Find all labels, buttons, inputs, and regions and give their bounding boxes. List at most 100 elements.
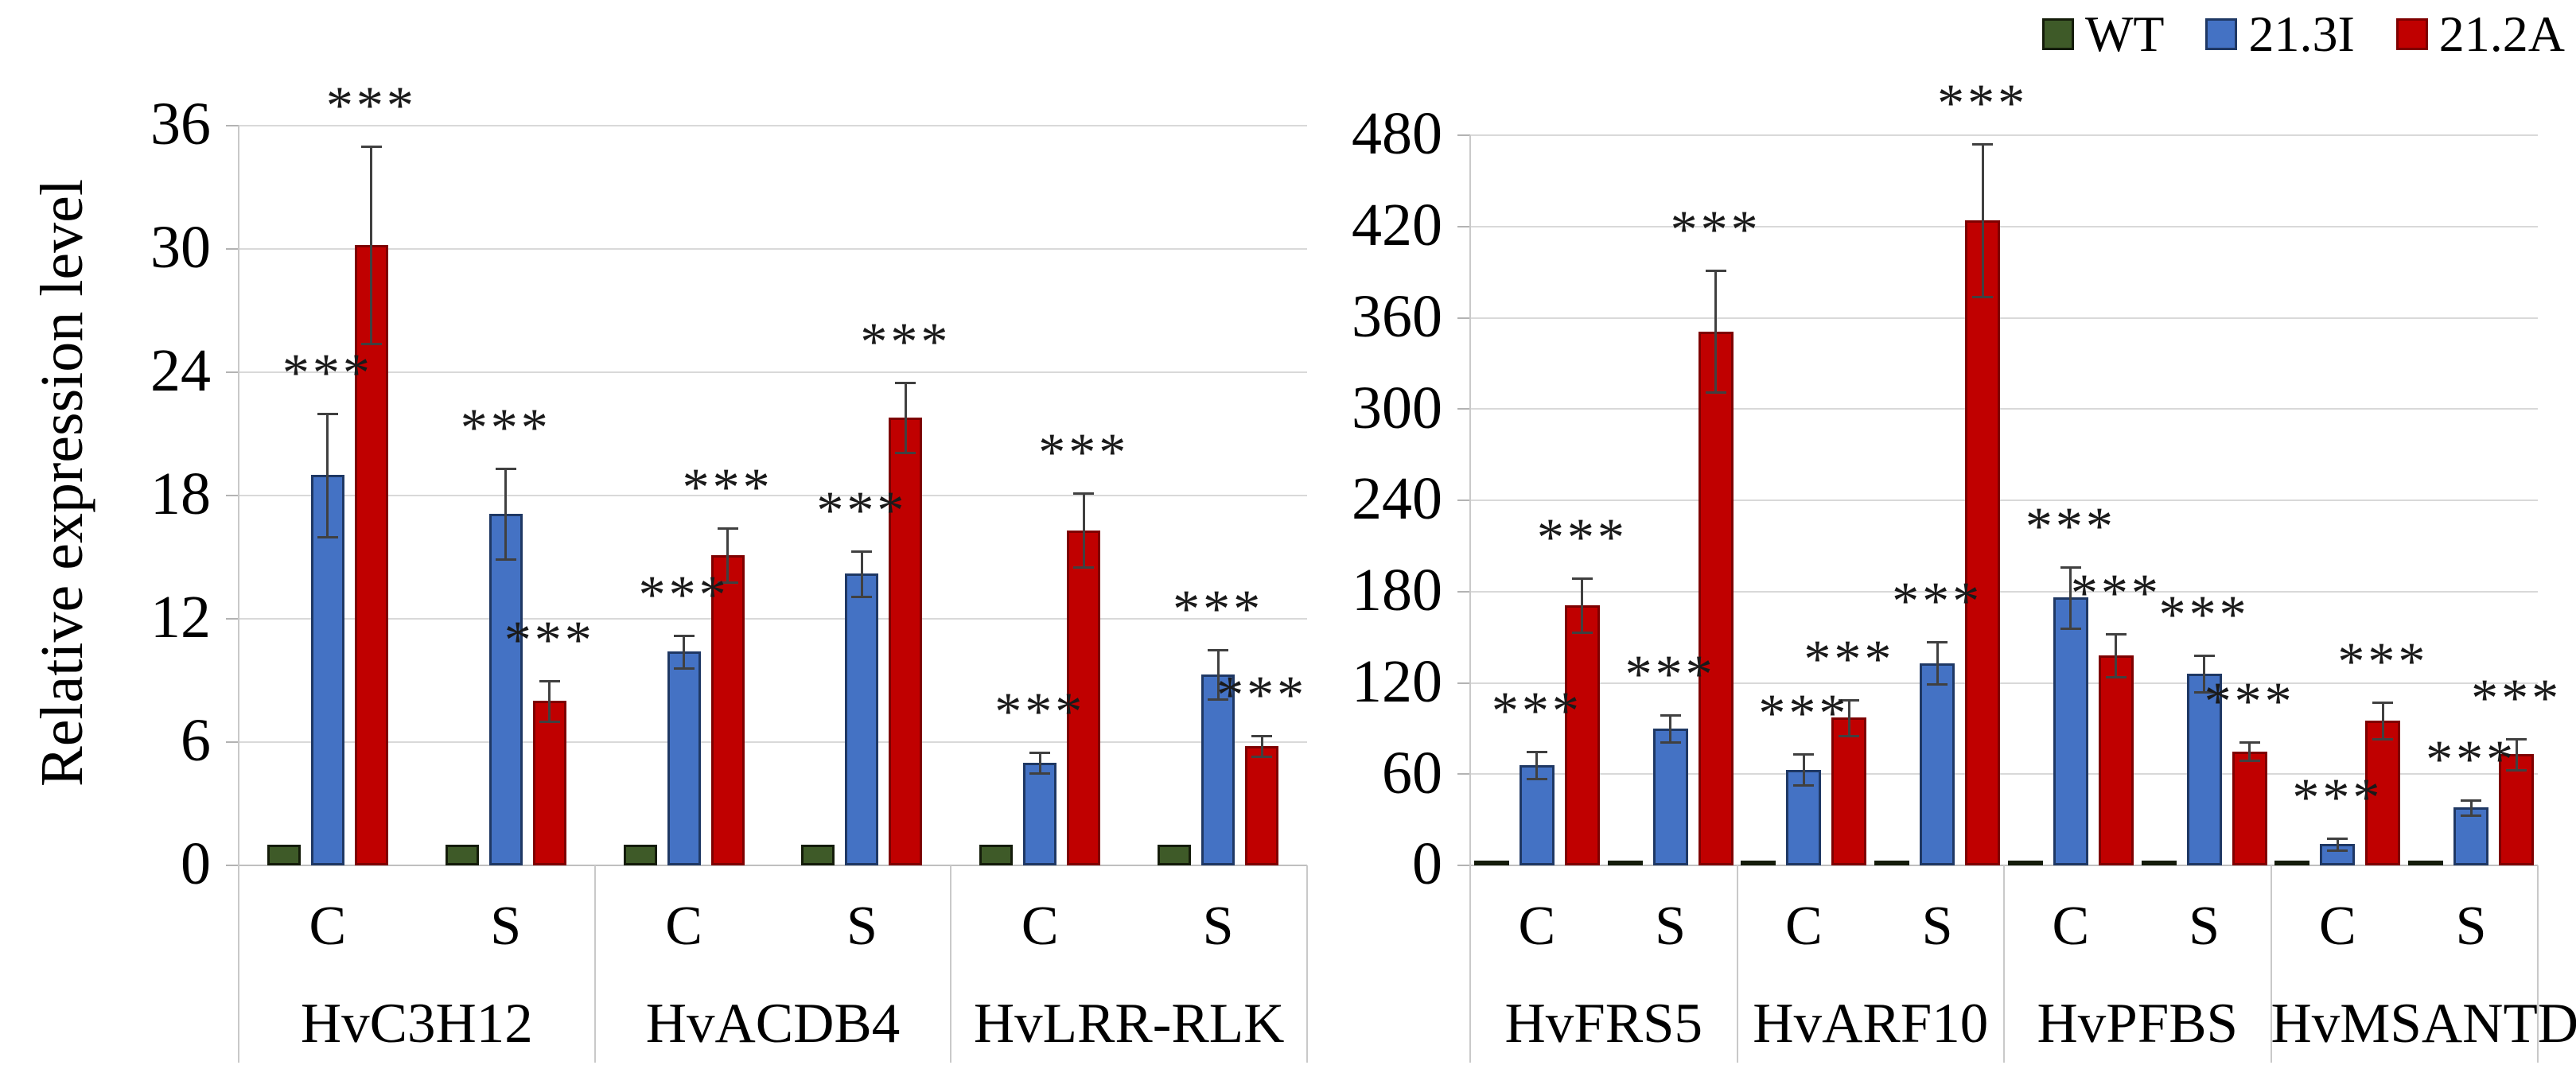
y-tick-label: 480 [1352, 100, 1442, 168]
condition-label: C [665, 896, 702, 957]
error-bar-cap [2372, 738, 2394, 741]
error-bar-cap [1073, 566, 1095, 569]
error-bar [1260, 736, 1263, 757]
gridline [1470, 225, 2538, 227]
bar-wt [979, 845, 1014, 865]
y-tick-label: 420 [1352, 192, 1442, 259]
error-bar-cap [495, 468, 516, 471]
error-bar [2203, 655, 2206, 692]
error-bar-cap [895, 451, 916, 454]
significance-stars: *** [1758, 682, 1850, 744]
category-cell-border [593, 865, 596, 1063]
line-21-2A-swatch-icon [2395, 18, 2428, 50]
error-bar-cap [895, 381, 916, 384]
legend-item-21-3I: 21.3I [2205, 5, 2355, 64]
error-bar-cap [360, 342, 382, 345]
error-bar-cap [2060, 566, 2081, 569]
error-bar [1535, 751, 1539, 779]
y-tick-label: 180 [1352, 557, 1442, 624]
category-cell-border [1306, 865, 1308, 1063]
bar-21.2a [1698, 331, 1734, 865]
error-bar [1082, 493, 1085, 568]
error-bar [2515, 739, 2518, 770]
error-bar [683, 635, 686, 668]
legend-label-21-3I: 21.3I [2248, 6, 2355, 62]
significance-stars: *** [1216, 664, 1308, 725]
error-bar-cap [673, 667, 695, 670]
bar-21.3i [1519, 764, 1555, 865]
error-bar [1802, 754, 1805, 785]
bar-wt [2141, 861, 2177, 866]
error-bar-cap [2060, 627, 2081, 630]
error-bar [370, 146, 373, 344]
error-bar-cap [539, 679, 560, 682]
significance-stars: *** [504, 608, 595, 670]
error-bar [504, 468, 508, 560]
line-21-3I-swatch-icon [2205, 18, 2238, 50]
gridline [239, 248, 1307, 250]
bar-21.3i [310, 475, 344, 865]
error-bar-cap [1839, 698, 1860, 702]
legend-item-21-2A: 21.2A [2395, 5, 2565, 64]
error-bar-cap [1972, 143, 1994, 146]
y-tick-label: 300 [1352, 374, 1442, 441]
gridline [239, 125, 1307, 126]
significance-stars: *** [2471, 667, 2562, 729]
error-bar-cap [1705, 270, 1726, 273]
bar-21.2a [2499, 754, 2535, 865]
y-tick-mark [226, 865, 239, 866]
y-tick-label: 0 [181, 830, 211, 898]
error-bar-cap [1208, 648, 1229, 651]
bar-wt [2274, 861, 2310, 866]
y-tick-mark [226, 371, 239, 373]
error-bar-cap [2239, 760, 2260, 763]
gridline [1470, 682, 2538, 684]
error-bar [548, 680, 551, 722]
error-bar-cap [851, 595, 873, 598]
category-cell-border [2537, 865, 2539, 1063]
error-bar [2115, 634, 2118, 677]
bar-21.2a [889, 417, 923, 865]
legend-item-wt: WT [2041, 5, 2164, 64]
y-tick-mark [1457, 225, 1470, 227]
y-tick-label: 60 [1382, 739, 1442, 807]
significance-stars: *** [1491, 679, 1582, 741]
y-tick-mark [1457, 865, 1470, 866]
condition-label: C [309, 896, 347, 957]
error-bar-cap [2372, 702, 2394, 705]
gridline [239, 741, 1307, 743]
y-tick-label: 0 [1412, 830, 1442, 898]
bar-21.3i [2186, 674, 2222, 865]
y-tick-mark [226, 495, 239, 496]
error-bar-cap [717, 527, 738, 531]
error-bar [1714, 270, 1718, 393]
condition-label: S [1921, 896, 1953, 957]
gene-group-label: HvC3H12 [300, 993, 533, 1055]
bar-wt [2007, 861, 2043, 866]
y-tick-label: 120 [1352, 647, 1442, 715]
condition-label: S [1655, 896, 1687, 957]
bar-21.3i [1652, 728, 1688, 865]
gridline [239, 618, 1307, 620]
bar-21.2a [1965, 220, 2001, 865]
bar-21.2a [710, 554, 745, 865]
y-tick-label: 24 [150, 337, 211, 405]
significance-stars: *** [2204, 671, 2295, 732]
gridline [1470, 317, 2538, 319]
error-bar [726, 528, 730, 582]
bar-21.2a [1564, 604, 1600, 865]
error-bar-cap [2506, 738, 2527, 741]
significance-stars: *** [2158, 584, 2250, 645]
error-bar-cap [1571, 632, 1593, 635]
bar-21.2a [1067, 530, 1101, 865]
significance-stars: *** [1625, 643, 1716, 704]
error-bar-cap [2506, 768, 2527, 772]
bar-21.2a [532, 701, 566, 865]
error-bar-cap [1660, 741, 1681, 744]
bar-wt [1874, 861, 1910, 866]
error-bar-cap [717, 581, 738, 584]
error-bar-cap [1972, 295, 1994, 298]
bar-wt [1741, 861, 1776, 866]
error-bar-cap [673, 634, 695, 637]
bar-21.2a [354, 244, 388, 865]
